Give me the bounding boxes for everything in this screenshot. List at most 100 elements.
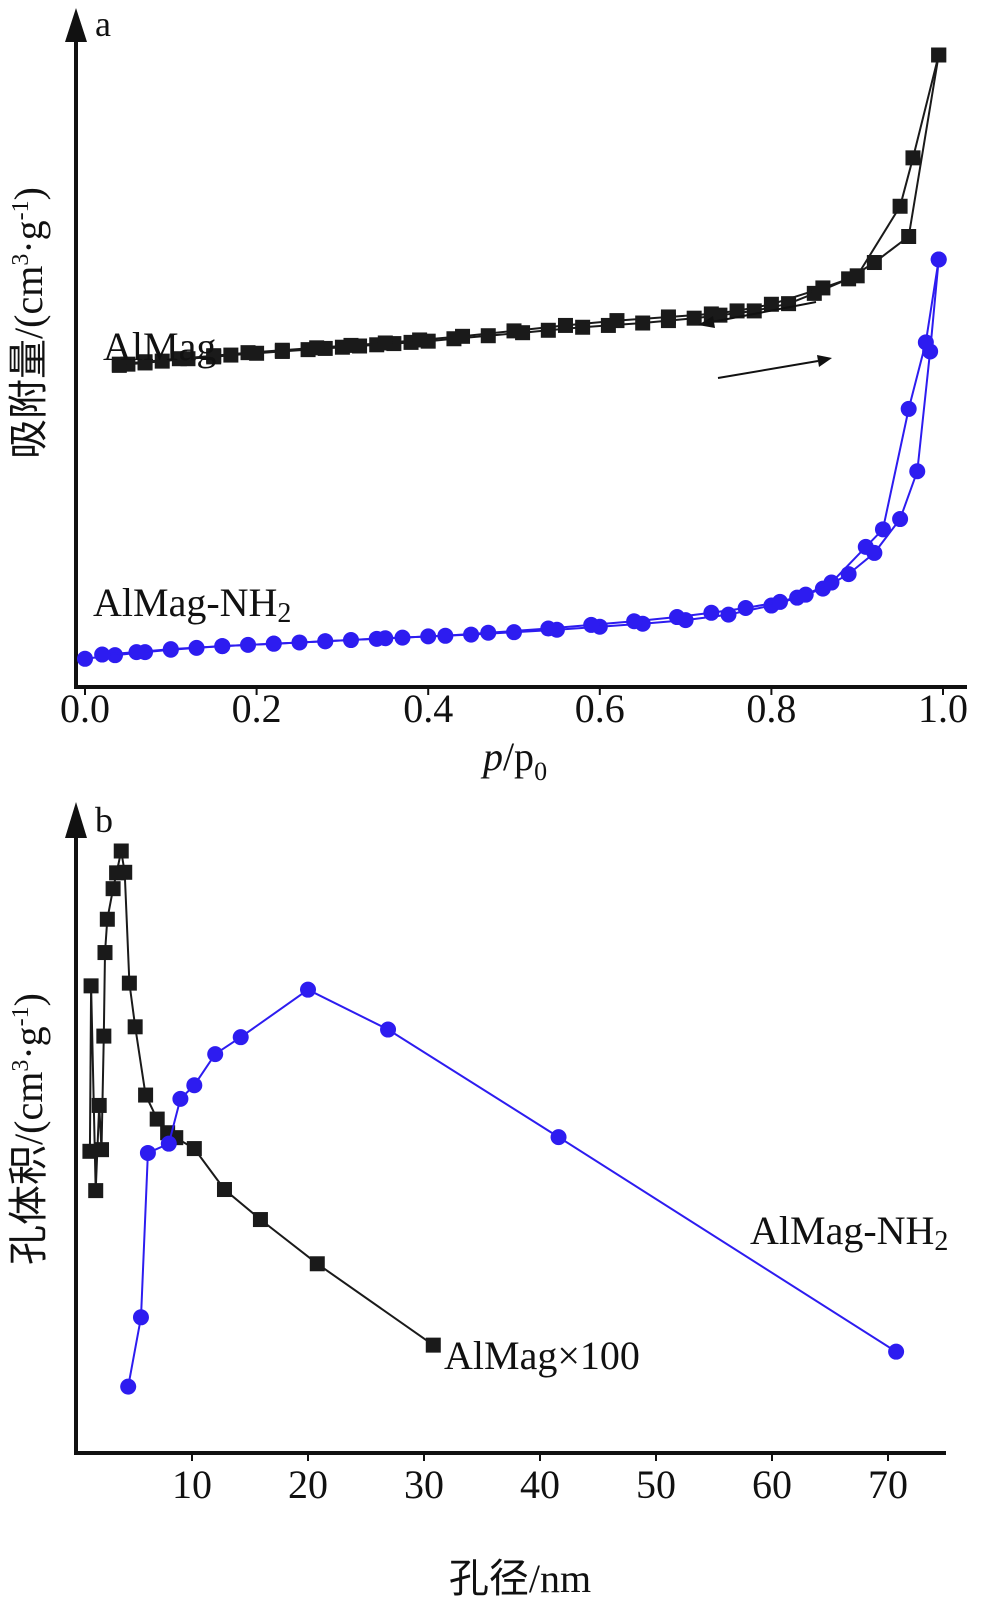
panel-b-almag-point [309,1256,325,1272]
panel-a-series-almag [111,47,947,373]
panel-b-almag-point [94,1142,110,1158]
panel-a-almag-nh2-adsorption-point [840,566,857,583]
panel-b-almag-point [88,1183,104,1199]
panel-a-almag-desorption-point [931,47,947,63]
panel-b-x-tick-label: 40 [520,1462,560,1507]
panel-b-xlabel: 孔径/nm [449,1556,591,1601]
panel-a-almag-nh2-adsorption-point [77,650,93,667]
panel-b-almag-point [425,1337,441,1353]
panel-b-almag-point [121,975,137,991]
panel-a-almag-nh2-desorption-point [626,613,643,630]
panel-a-almag-nh2-desorption-point [128,644,145,661]
panel-b-series [82,843,905,1395]
panel-a-almag-desorption-point [609,313,625,329]
panel-a-almag-desorption-point [343,337,359,353]
panel-a-letter: a [95,4,111,44]
panel-b-series-almag-nh2 [120,981,905,1395]
panel-a-almag-nh2-desorption-point [703,604,720,621]
panel-b-almag-nh2-point [132,1309,149,1326]
panel-b-almag-point [91,1097,107,1113]
panel-b-almag-point [117,864,133,880]
panel-b-almag-point [82,1143,98,1159]
panel-a-almag-nh2-adsorption-point [107,647,124,664]
panel-b-almag-point [105,881,121,897]
panel-a-almag-nh2-desorption-point [377,630,394,647]
panel-a-series [77,47,947,667]
panel-a-almag-nh2-desorption-point [669,609,686,626]
panel-a-almag-desorption-point [274,342,290,358]
panel-a-almag-desorption-point [815,280,831,296]
panel-a-almag-desorption-point [703,306,719,322]
panel-a-almag-desorption-point [506,323,522,339]
panel-a-almag-desorption-point [240,345,256,361]
y-axis-arrow-icon [65,802,87,838]
panel-b-ylabel: 孔体积/(cm3·g-1) [6,993,51,1265]
panel-a-x-tick-label: 0.8 [746,686,796,731]
panel-b-x-tick-label: 60 [752,1462,792,1507]
panel-a-almag-desorption-point [557,317,573,333]
panel-a-almag-desorption-point [455,328,471,344]
panel-b-x-ticks: 10 20 30 40 50 60 70 [172,1453,908,1507]
panel-b-almag-point [252,1212,268,1228]
panel-b-almag-point [149,1111,165,1127]
panel-b-x-tick-label: 50 [636,1462,676,1507]
panel-a-almag-desorption-point [763,296,779,312]
panel-a-x-tick-label: 0.2 [232,686,282,731]
panel-a-almag-nh2-desorption-point [917,334,934,351]
panel-a-x-tick-label: 1.0 [918,686,968,731]
panel-b-x-tick-label: 30 [404,1462,444,1507]
panel-a-ylabel: 吸附量/(cm3·g-1) [6,187,51,459]
panel-a-almag-desorption-point [892,198,908,214]
panel-a-almag-nh2-desorption-point [214,638,231,655]
panel-a-almag-nh2-desorption-point [162,641,179,658]
desorption-arrow [711,301,817,323]
panel-b-almag-nh2-point [120,1378,137,1395]
panel-a-almag-desorption-point [905,150,921,166]
desorption-arrowhead-icon [698,316,715,328]
panel-a-series-label-almag: AlMag [103,324,216,369]
panel-a-almag-desorption-line [119,54,940,366]
panel-a-x-tick-label: 0.4 [403,686,453,731]
y-axis-arrow-icon [65,8,87,42]
panel-a-almag-desorption-point [849,268,865,284]
panel-a-almag-nh2-desorption-point [900,400,917,417]
panel-b-series-label-almag: AlMag×100 [444,1333,640,1378]
panel-a-almag-desorption-point [111,356,127,372]
panel-b-almag-point [216,1182,232,1198]
panel-b-almag-nh2-point [380,1021,397,1038]
panel-b-almag-point [186,1141,202,1157]
panel-b-almag-point [97,945,113,961]
panel-a-almag-nh2-desorption-point [797,586,814,603]
panel-a-almag-desorption-point [137,354,153,370]
panel-a-almag-desorption-point [171,351,187,367]
panel-b-almag-nh2-point [186,1077,203,1094]
panel-a-almag-adsorption-point [480,328,496,344]
panel-b-almag-nh2-point [550,1129,567,1146]
panel-b-almag-nh2-point [160,1135,177,1152]
panel-b-almag-point [113,843,129,859]
panel-a-almag-nh2-desorption-point [930,251,947,268]
panel-a-almag-adsorption-point [540,322,556,338]
panel-a-almag-nh2-adsorption-point [892,511,909,528]
adsorption-arrow [717,360,819,379]
panel-a-almag-desorption-point [660,309,676,325]
panel-a-almag-nh2-desorption-point [265,635,282,652]
panel-b-almag-nh2-point [139,1144,156,1161]
panel-a-almag-nh2-adsorption-point [909,463,926,480]
panel-b-x-tick-label: 20 [288,1462,328,1507]
panel-b-almag-point [127,1019,143,1035]
panel-a-almag-nh2-desorption-point [583,616,600,633]
panel-b: b 孔体积/(cm3·g-1) 孔径/nm 10 20 30 40 50 60 70 AlM… [6,800,948,1601]
panel-a-almag-adsorption-point [686,310,702,326]
panel-a-almag-adsorption-point [575,319,591,335]
panel-a-xlabel: p/p0 [480,734,547,786]
panel-a-almag-nh2-desorption-point [771,593,788,610]
panel-a-almag-adsorption-line [119,54,940,367]
panel-a-almag-nh2-desorption-point [540,620,557,637]
panel-b-almag-nh2-point [232,1029,249,1046]
panel-a-series-label-almag-nh2: AlMag-NH2 [93,580,291,629]
panel-a-series-almag-nh2 [77,251,947,667]
panel-b-y-axis [65,802,87,1455]
panel-a-almag-nh2-desorption-point [823,574,840,591]
